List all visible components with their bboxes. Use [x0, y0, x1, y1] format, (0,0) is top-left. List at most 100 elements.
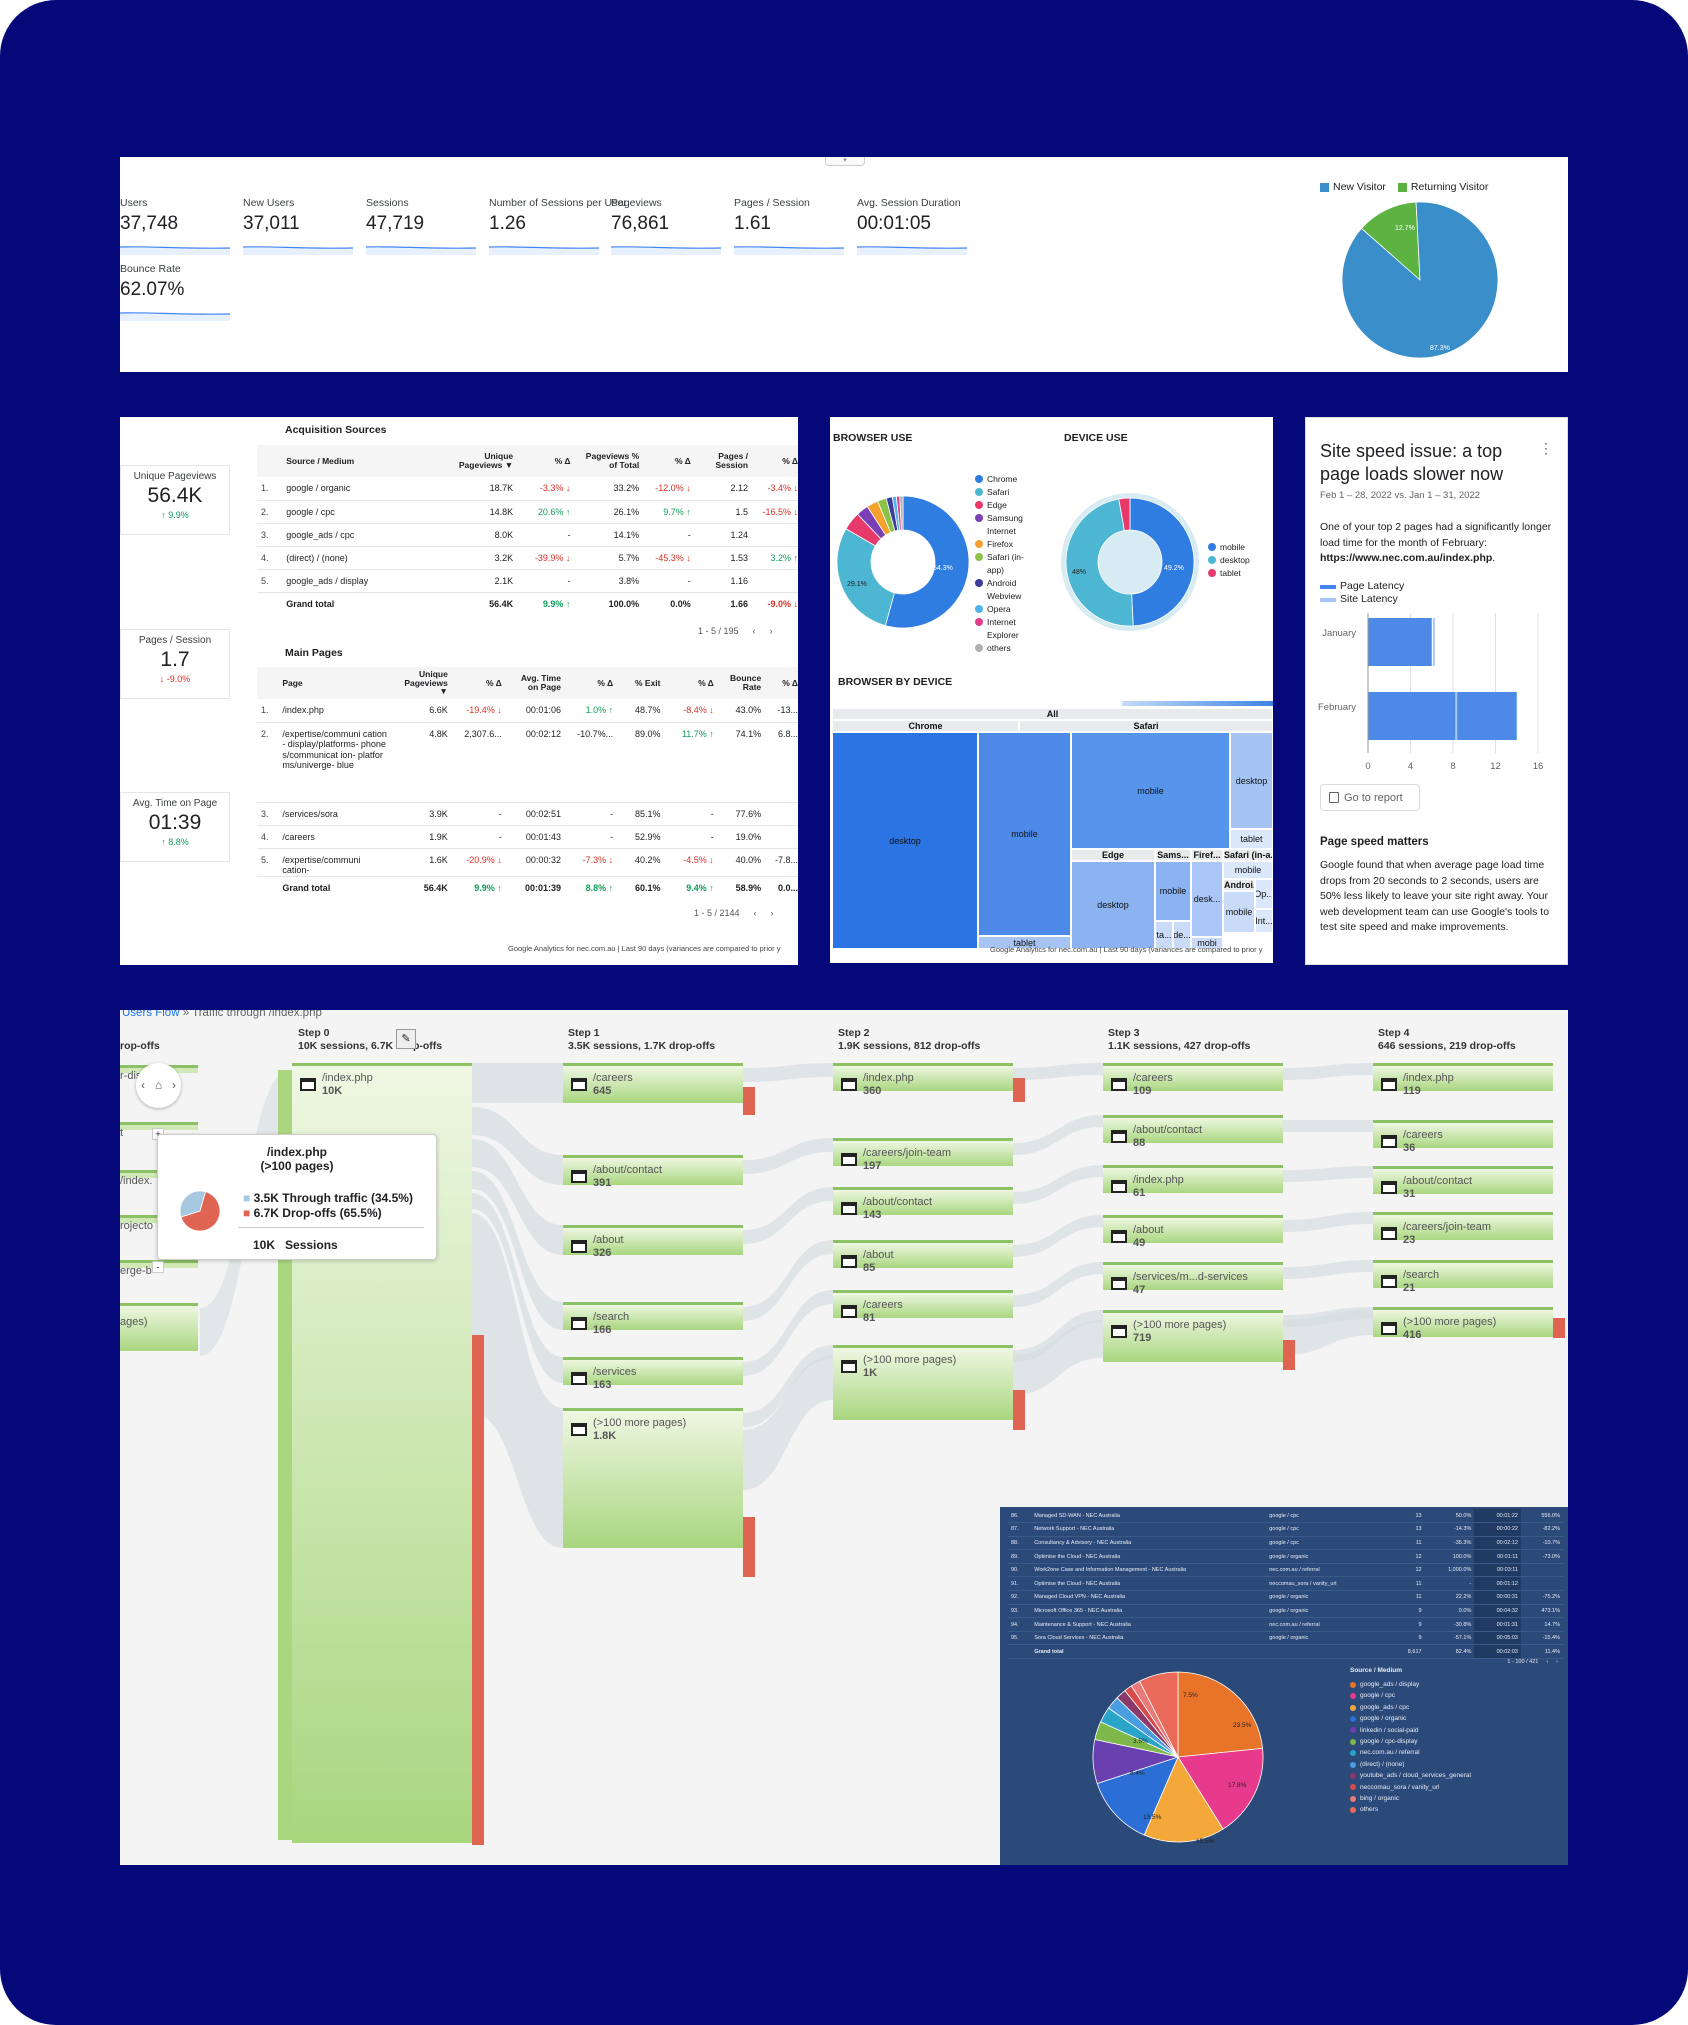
column-header[interactable]: % Exit — [617, 667, 665, 699]
legend-item[interactable]: (direct) / (none) — [1350, 1759, 1471, 1770]
flow-node-step2-0[interactable]: /index.php 360 — [833, 1063, 1013, 1097]
legend-item[interactable]: google / organic — [1350, 1713, 1471, 1724]
treemap-small-de[interactable]: de... — [1173, 921, 1191, 949]
flow-node-step2-4[interactable]: /careers 81 — [833, 1290, 1013, 1324]
table-row[interactable]: 94. Maintenance & Support - NEC Australia… — [1008, 1617, 1563, 1632]
column-header[interactable]: % Δ — [765, 667, 798, 699]
treemap-small-mobi[interactable]: mobi — [1191, 937, 1223, 949]
flow-node-step1-1[interactable]: /about/contact 391 — [563, 1155, 743, 1189]
column-header[interactable]: Unique Pageviews ▼ — [390, 667, 452, 699]
column-header[interactable]: Pageviews % of Total — [574, 445, 644, 477]
treemap-small-ta[interactable]: ta... — [1155, 921, 1173, 949]
legend-opera[interactable]: Opera — [975, 603, 1027, 616]
flow-node-step1-2[interactable]: /about 326 — [563, 1225, 743, 1259]
flow-node-step3-3[interactable]: /about 49 — [1103, 1215, 1283, 1249]
table-row[interactable]: 92. Managed Cloud VPN - NEC Australia goog… — [1008, 1590, 1563, 1605]
column-header[interactable]: % Δ — [564, 667, 618, 699]
treemap-firefox-desktop[interactable]: desk... — [1191, 861, 1223, 937]
flow-node-step1-4[interactable]: /services 163 — [563, 1357, 743, 1391]
prev-page-button[interactable]: ‹ — [1546, 1659, 1549, 1665]
legend-item[interactable]: linkedin / social-paid — [1350, 1725, 1471, 1736]
flow-node-step3-2[interactable]: /index.php 61 — [1103, 1165, 1283, 1199]
next-page-button[interactable]: › — [770, 908, 774, 918]
kpi-new-users[interactable]: New Users 37,011 — [243, 197, 388, 255]
treemap-samsung[interactable]: Sams... — [1155, 849, 1191, 861]
page-url[interactable]: https://www.nec.com.au/index.php — [1320, 552, 1493, 564]
flow-node-step4-3[interactable]: /careers/join-team 23 — [1373, 1212, 1553, 1246]
next-page-button[interactable]: › — [769, 626, 773, 636]
column-header[interactable] — [257, 445, 283, 477]
table-row[interactable]: Grand total 8,617 82.4% 00:02:03 11.4% — [1008, 1644, 1563, 1660]
kpi-pages-session[interactable]: Pages / Session 1.61 — [734, 197, 879, 255]
treemap-all[interactable]: All — [832, 708, 1273, 720]
legend-mobile[interactable]: mobile — [1208, 541, 1250, 554]
legend-item[interactable]: nec.com.au / referral — [1350, 1747, 1471, 1758]
go-to-report-button[interactable]: Go to report — [1320, 784, 1420, 811]
table-row[interactable]: 95. Sora Cloud Services - NEC Australia go… — [1008, 1631, 1563, 1646]
column-header[interactable]: % Δ — [517, 445, 575, 477]
more-vert-icon[interactable]: ⋮ — [1539, 440, 1553, 456]
flow-node-step1-0[interactable]: /careers 645 — [563, 1063, 743, 1103]
flow-node-step4-5[interactable]: (>100 more pages) 416 — [1373, 1307, 1553, 1341]
kpi-avg-session-duration[interactable]: Avg. Session Duration 00:01:05 — [857, 197, 1002, 255]
table-row[interactable]: 3./services/sora 3.9K -00:02:51-85.1% -77.6… — [257, 802, 798, 826]
table-row[interactable]: 1./index.php 6.6K -19.4% ↓ 00:01:06 1.0% ↑ 48… — [257, 699, 798, 723]
column-header[interactable]: % Δ — [664, 667, 718, 699]
table-row[interactable]: 86. Managed SD-WAN - NEC Australia google … — [1008, 1509, 1563, 1524]
flow-node-step3-5[interactable]: (>100 more pages) 719 — [1103, 1310, 1283, 1362]
page-latency-bar[interactable] — [1368, 692, 1517, 740]
table-row[interactable]: 1. google / organic 18.7K -3.3% ↓ 33.2% -12.0… — [257, 477, 798, 501]
column-header[interactable]: Pages / Session — [694, 445, 753, 477]
column-header[interactable]: Page — [278, 667, 391, 699]
page-latency-bar[interactable] — [1368, 618, 1432, 666]
legend-safari-in-app-[interactable]: Safari (in-app) — [975, 551, 1027, 577]
column-header[interactable] — [257, 667, 279, 699]
kpi-bounce-rate[interactable]: Bounce Rate 62.07% — [120, 263, 265, 321]
left-partial-node[interactable]: ages) — [120, 1303, 198, 1351]
flow-node-step3-1[interactable]: /about/contact 88 — [1103, 1115, 1283, 1149]
home-navigation-control[interactable]: ‹ ⌂ › — [136, 1063, 181, 1108]
legend-desktop[interactable]: desktop — [1208, 554, 1250, 567]
flow-node-step3-4[interactable]: /services/m...d-services 47 — [1103, 1262, 1283, 1296]
legend-chrome[interactable]: Chrome — [975, 473, 1027, 486]
legend-safari[interactable]: Safari — [975, 486, 1027, 499]
flow-node-step2-3[interactable]: /about 85 — [833, 1240, 1013, 1274]
column-header[interactable]: Source / Medium — [282, 445, 455, 477]
flow-node-step2-1[interactable]: /careers/join-team 197 — [833, 1138, 1013, 1172]
column-header[interactable]: Unique Pageviews ▼ — [454, 445, 518, 477]
prev-page-button[interactable]: ‹ — [752, 626, 756, 636]
treemap-safari-desktop[interactable]: desktop — [1230, 732, 1273, 829]
treemap-chrome-mobile[interactable]: mobile — [978, 732, 1071, 936]
table-row[interactable]: 2. google / cpc 14.8K 20.6% ↑ 26.1% 9.7% ↑ 1.5… — [257, 500, 798, 524]
next-arrow[interactable]: › — [172, 1078, 176, 1092]
treemap-samsung-mobile[interactable]: mobile — [1155, 861, 1191, 921]
legend-item[interactable]: youtube_ads / cloud_services_general — [1350, 1770, 1471, 1781]
left-partial-node[interactable]: t — [120, 1122, 198, 1139]
table-row[interactable]: 88. Consultancy & Advisory - NEC Australi… — [1008, 1536, 1563, 1551]
edit-icon[interactable]: ✎ — [396, 1029, 416, 1049]
legend-item[interactable]: google / cpc-display — [1350, 1736, 1471, 1747]
table-row[interactable]: 90. Work2one Case and Information Managem… — [1008, 1563, 1563, 1578]
treemap-edge-desktop[interactable]: desktop — [1071, 861, 1155, 949]
kpi-users[interactable]: Users 37,748 — [120, 197, 265, 255]
legend-edge[interactable]: Edge — [975, 499, 1027, 512]
table-row[interactable]: 2./expertise/communi cation- display/pla… — [257, 722, 798, 803]
treemap-edge[interactable]: Edge — [1071, 849, 1155, 861]
flow-node-step4-4[interactable]: /search 21 — [1373, 1260, 1553, 1294]
table-row[interactable]: 4./careers 1.9K -00:01:43-52.9% -19.0% — [257, 825, 798, 849]
flow-node-step4-1[interactable]: /careers 36 — [1373, 1120, 1553, 1154]
treemap-safari-inapp[interactable]: Safari (in-a... — [1223, 849, 1273, 861]
treemap-android[interactable]: Androi... — [1223, 879, 1255, 891]
legend-others[interactable]: others — [975, 642, 1027, 655]
legend-item[interactable]: bing / organic — [1350, 1793, 1471, 1804]
legend-item[interactable]: others — [1350, 1804, 1471, 1815]
column-header[interactable]: Avg. Time on Page — [505, 667, 565, 699]
column-header[interactable]: Bounce Rate — [717, 667, 766, 699]
flow-node-step1-5[interactable]: (>100 more pages) 1.8K — [563, 1408, 743, 1548]
legend-item[interactable]: google_ads / cpc — [1350, 1702, 1471, 1713]
legend-firefox[interactable]: Firefox — [975, 538, 1027, 551]
kpi-number-of-sessions-per-user[interactable]: Number of Sessions per User 1.26 — [489, 197, 634, 255]
treemap-safari-tablet[interactable]: tablet — [1230, 829, 1273, 849]
treemap-safari-mobile[interactable]: mobile — [1071, 732, 1230, 849]
table-row[interactable]: 5. google_ads / display 2.1K -3.8% -1.16 — [257, 569, 798, 593]
